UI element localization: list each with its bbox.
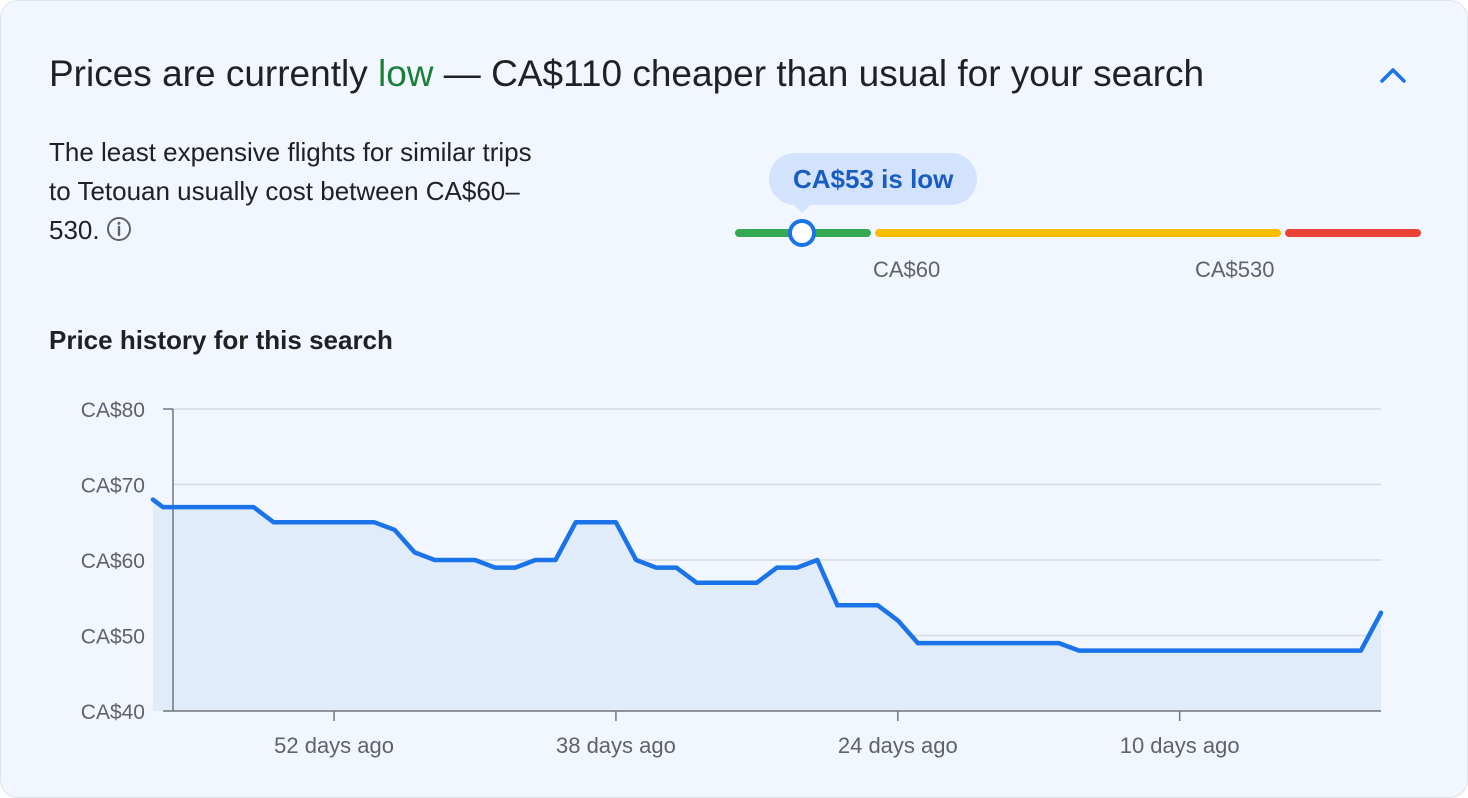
price-history-line bbox=[150, 497, 1384, 653]
y-tick-label: CA$70 bbox=[81, 475, 145, 498]
price-history-chart: CA$80 CA$70 CA$60 CA$50 CA$40 52 days ago 38 d… bbox=[81, 399, 1384, 758]
chevron-up-icon bbox=[1380, 68, 1406, 83]
price-status-headline: Prices are currently low — CA$110 cheape… bbox=[49, 51, 1204, 97]
headline-suffix: — CA$110 cheaper than usual for your sea… bbox=[433, 53, 1205, 94]
current-price-tooltip: CA$53 is low bbox=[769, 153, 978, 205]
price-area-fill bbox=[152, 499, 1381, 711]
range-low-threshold-label: CA$60 bbox=[873, 257, 941, 282]
y-tick-label: CA$50 bbox=[81, 626, 145, 649]
collapse-button[interactable] bbox=[1369, 53, 1417, 97]
current-price-marker bbox=[788, 219, 816, 247]
x-tick-label: 24 days ago bbox=[838, 733, 958, 758]
range-high-threshold-label: CA$530 bbox=[1195, 257, 1275, 282]
description-text: The least expensive flights for similar … bbox=[49, 137, 532, 245]
price-range-description: The least expensive flights for similar … bbox=[49, 133, 549, 253]
range-typical-segment bbox=[875, 229, 1281, 237]
tooltip-pointer bbox=[793, 204, 811, 213]
x-tick-label: 52 days ago bbox=[274, 733, 394, 758]
info-icon[interactable] bbox=[106, 214, 132, 253]
x-tick-label: 38 days ago bbox=[556, 733, 676, 758]
price-history-title: Price history for this search bbox=[49, 325, 393, 355]
y-tick-label: CA$40 bbox=[81, 701, 145, 724]
y-tick-label: CA$80 bbox=[81, 399, 145, 422]
y-tick-label: CA$60 bbox=[81, 550, 145, 573]
range-high-segment bbox=[1285, 229, 1421, 237]
price-level-word: low bbox=[378, 53, 434, 94]
x-tick-label: 10 days ago bbox=[1120, 733, 1240, 758]
headline-prefix: Prices are currently bbox=[49, 53, 378, 94]
